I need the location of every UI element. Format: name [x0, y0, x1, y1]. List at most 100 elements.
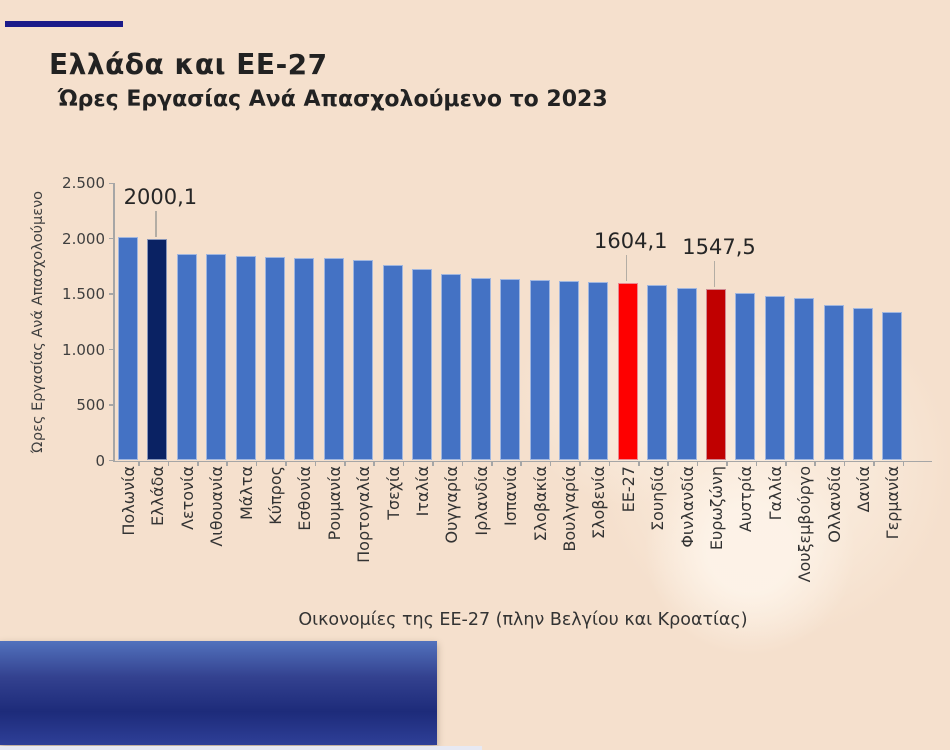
x-category-label-text: Ισπανία	[501, 466, 521, 526]
x-category-label-text: ΕΕ-27	[618, 466, 638, 513]
x-tick-mark	[843, 461, 846, 466]
bar-Λιθουανία	[206, 254, 227, 461]
x-category-label-text: Πορτογαλία	[354, 466, 374, 563]
bar-Ιταλία	[412, 268, 432, 461]
bar-Ουγγαρία	[441, 274, 462, 461]
logo-bottom-edge	[0, 746, 482, 750]
x-tick-mark	[726, 461, 728, 466]
bar-Λουξεμβούργο	[794, 298, 815, 461]
y-tick-mark	[108, 348, 114, 351]
x-tick-mark	[402, 461, 405, 466]
bar-Γερμανία	[882, 312, 903, 461]
x-category-label-text: Ιρλανδία	[471, 466, 491, 536]
x-tick-mark	[667, 461, 669, 466]
x-tick-mark	[491, 461, 493, 466]
x-category-label-text: Λουξεμβούργο	[795, 466, 815, 583]
larissatime-logo: L LARISSA time www.larissatime.gr ΗΜΕΡΗΣ…	[0, 641, 437, 745]
x-category-label-text: Σλοβακία	[530, 466, 550, 542]
bar-Σουηδία	[647, 284, 668, 461]
data-label-Ευρωζώνη: 1547,5	[682, 234, 756, 259]
y-tick-label: 2.000	[62, 229, 105, 248]
bar-Κύπρος	[265, 256, 285, 461]
y-tick-label: 1.000	[62, 340, 105, 359]
bar-Τσεχία	[382, 264, 403, 461]
x-category-label-text: Φινλανδία	[677, 466, 697, 548]
x-tick-mark	[549, 461, 552, 466]
x-category-label-text: Μάλτα	[236, 466, 256, 520]
x-category-label-text: Τσεχία	[383, 466, 403, 520]
x-tick-mark	[696, 461, 699, 466]
y-tick-mark	[108, 404, 114, 406]
bar-Πορτογαλία	[353, 259, 374, 461]
bar-Ρουμανία	[323, 258, 344, 461]
x-tick-mark	[197, 461, 199, 466]
x-category-label-text: Ιταλία	[413, 466, 432, 517]
data-label-ΕΕ-27: 1604,1	[594, 228, 668, 253]
chart-subtitle: Ώρες Εργασίας Ανά Απασχολούμενο το 2023	[58, 87, 608, 112]
x-tick-mark	[461, 461, 464, 466]
x-tick-mark	[902, 461, 905, 466]
x-tick-mark	[520, 461, 522, 466]
callout-leader-line	[625, 254, 627, 281]
x-category-label-text: Σουηδία	[648, 466, 668, 532]
bar-ΕΕ-27	[617, 282, 638, 461]
bar-Λετονία	[176, 253, 197, 461]
x-tick-mark	[285, 461, 287, 466]
x-category-label-text: Ουγγαρία	[442, 466, 462, 544]
x-category-label-text: Κύπρος	[266, 466, 285, 525]
data-label-Ελλάδα: 2000,1	[123, 184, 198, 209]
y-axis-line	[113, 183, 115, 461]
bar-Ολλανδία	[823, 305, 844, 461]
bar-Ισπανία	[500, 278, 521, 461]
x-tick-mark	[579, 461, 581, 466]
x-category-label-text: Σλοβενία	[589, 466, 609, 540]
x-category-label-text: Ευρωζώνη	[707, 466, 726, 551]
x-tick-mark	[608, 461, 611, 466]
x-tick-mark	[638, 461, 640, 466]
x-category-label-text: Ελλάδα	[148, 466, 168, 526]
bar-Βουλγαρία	[559, 280, 579, 461]
bar-Ελλάδα	[147, 238, 168, 461]
bar-Ευρωζώνη	[706, 288, 726, 461]
y-tick-mark	[108, 237, 114, 240]
bar-Δανία	[853, 308, 873, 461]
y-tick-mark	[108, 293, 114, 295]
x-tick-mark	[785, 461, 787, 466]
y-tick-mark	[108, 182, 114, 185]
bar-Μάλτα	[235, 256, 256, 461]
y-tick-label: 0	[95, 451, 105, 470]
brand-topline-decoration	[5, 21, 123, 27]
callout-leader-line	[155, 210, 157, 237]
bar-Πολωνία	[118, 236, 138, 461]
x-category-label-text: Γερμανία	[883, 466, 903, 540]
y-tick-mark	[108, 459, 114, 462]
x-tick-mark	[755, 461, 758, 466]
chart-title: Ελλάδα και ΕΕ-27	[49, 48, 328, 81]
x-category-label-text: Λετονία	[177, 466, 197, 530]
bar-Φινλανδία	[676, 288, 697, 461]
x-tick-mark	[138, 461, 140, 466]
y-tick-label: 2.500	[62, 174, 105, 193]
x-category-label-text: Δανία	[854, 466, 873, 513]
x-tick-mark	[314, 461, 317, 466]
x-tick-mark	[432, 461, 434, 466]
x-tick-mark	[255, 461, 258, 466]
bar-Γαλλία	[764, 295, 785, 461]
callout-leader-line	[714, 260, 716, 287]
bar-Ιρλανδία	[470, 278, 491, 461]
x-axis-title: Οικονομίες της ΕΕ-27 (πλην Βελγίου και Κ…	[298, 610, 748, 630]
x-category-label-text: Ολλανδία	[824, 466, 844, 543]
x-tick-mark	[873, 461, 875, 466]
x-category-label-text: Βουλγαρία	[560, 466, 579, 552]
bar-Σλοβακία	[529, 279, 550, 461]
x-tick-mark	[167, 461, 170, 466]
x-axis-line	[113, 460, 932, 462]
x-category-label-text: Γαλλία	[765, 466, 785, 521]
x-category-label-text: Αυστρία	[736, 466, 756, 533]
bar-Εσθονία	[294, 257, 315, 461]
y-tick-label: 1.500	[62, 285, 105, 304]
x-category-label-text: Λιθουανία	[207, 466, 227, 547]
x-tick-mark	[373, 461, 375, 466]
